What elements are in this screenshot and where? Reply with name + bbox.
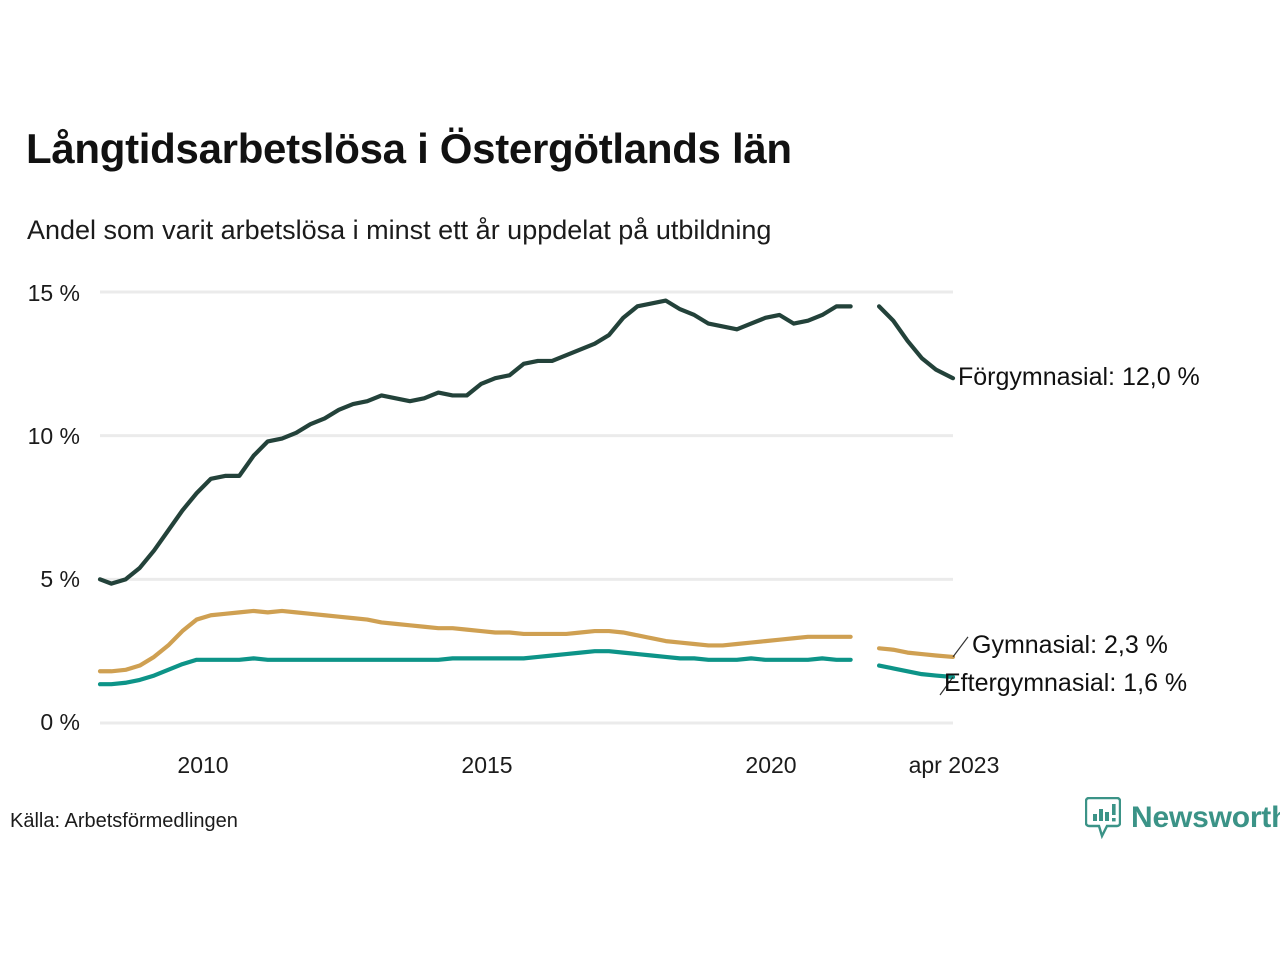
x-tick-label-2015: 2015 xyxy=(461,752,513,778)
y-tick-label-0: 0 % xyxy=(40,709,80,735)
series-label-eftergymnasial: Eftergymnasial: 1,6 % xyxy=(944,669,1188,697)
series-line-eftergymnasial xyxy=(97,649,853,687)
newsworthy-bars-speech-bubble-icon xyxy=(1085,797,1121,839)
x-tick-label-2010: 2010 xyxy=(177,752,229,778)
series-line-förgymnasial xyxy=(876,304,956,381)
page-subtitle: Andel som varit arbetslösa i minst ett å… xyxy=(27,215,772,245)
series-label-forgymnasial: Förgymnasial: 12,0 % xyxy=(958,363,1200,391)
x-tick-label-apr-2023: apr 2023 xyxy=(908,752,1000,778)
newsworthy-wordmark: Newsworthy xyxy=(1131,801,1280,834)
leader-line-eftergymnasial xyxy=(939,676,954,696)
line-chart-svg xyxy=(97,290,969,725)
chart-plot-area xyxy=(0,270,1280,740)
series-line-gymnasial xyxy=(97,608,853,674)
newsworthy-logo[interactable]: Newsworthy xyxy=(1085,797,1280,839)
source-note: Källa: Arbetsförmedlingen xyxy=(10,810,238,832)
leader-line-gymnasial xyxy=(952,636,969,658)
y-tick-label-5: 5 % xyxy=(40,566,80,592)
y-tick-label-15: 15 % xyxy=(27,280,80,306)
series-label-gymnasial: Gymnasial: 2,3 % xyxy=(972,631,1168,659)
y-tick-label-10: 10 % xyxy=(27,423,80,449)
page-title: Långtidsarbetslösa i Östergötlands län xyxy=(26,125,792,172)
series-line-eftergymnasial xyxy=(876,663,956,680)
series-line-förgymnasial xyxy=(97,298,853,586)
x-tick-label-2020: 2020 xyxy=(745,752,797,778)
series-line-gymnasial xyxy=(876,646,956,660)
